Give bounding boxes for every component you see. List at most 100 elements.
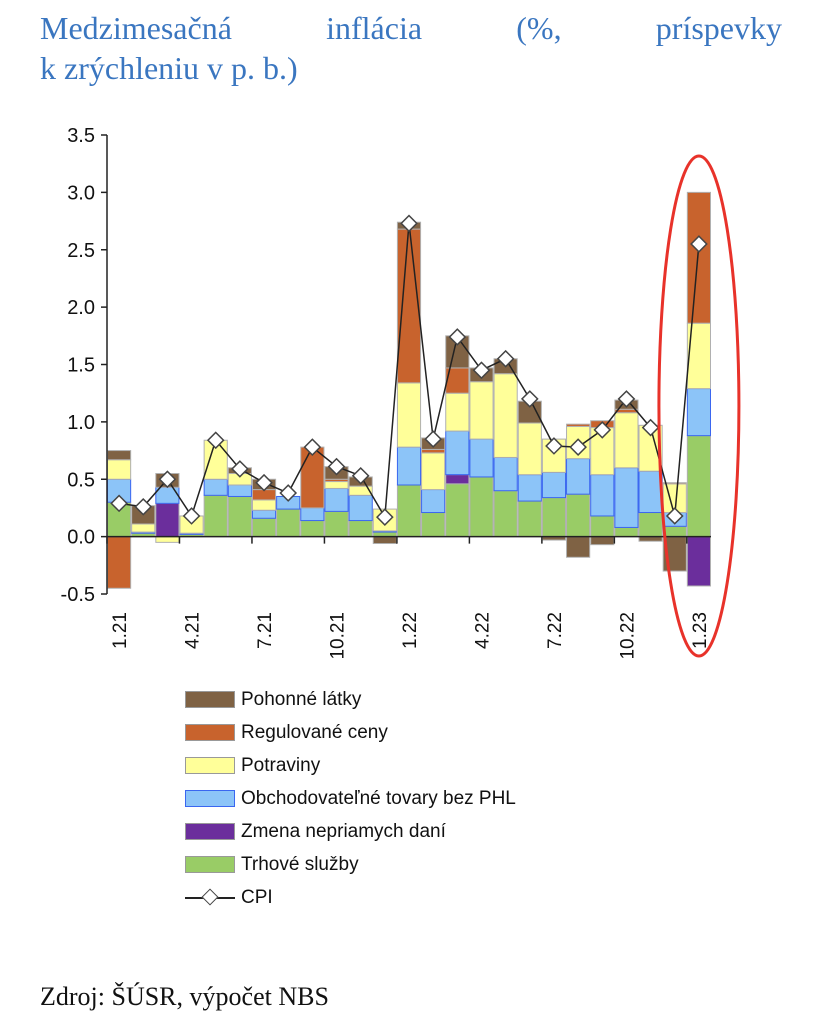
- bar-segment-obchodovate-n-tovary-bez-phl-8.22: [566, 458, 591, 495]
- bar-segment-regulovan-ceny-1.23: [686, 191, 712, 324]
- bar-segment-obchodovate-n-tovary-bez-phl-10.21: [324, 487, 349, 512]
- bar-segment-trhov-slu-by-4.22: [469, 476, 494, 538]
- bar-segment-potraviny-1.21: [107, 459, 132, 480]
- bar-segment-obchodovate-n-tovary-bez-phl-5.21: [203, 478, 228, 496]
- bar-segment-pohonn-l-tky-1.21: [107, 450, 132, 461]
- cpi-point-7.21: [255, 473, 273, 492]
- legend-label: Trhové služby: [241, 853, 359, 875]
- bar-segment-obchodovate-n-tovary-bez-phl-4.22: [469, 438, 494, 478]
- bar-segment-trhov-slu-by-9.22: [590, 515, 615, 538]
- legend-swatch: [185, 724, 235, 741]
- legend-label: Regulované ceny: [241, 721, 388, 743]
- cpi-point-1.23: [690, 235, 708, 253]
- bar-segment-regulovan-ceny-1.21: [107, 536, 132, 589]
- legend-item-potraviny: Potraviny: [185, 749, 516, 782]
- bar-segment-potraviny-2.21: [131, 523, 156, 533]
- y-tick-label: 3.0: [67, 182, 95, 204]
- bar-segment-potraviny-10.21: [324, 481, 349, 489]
- bar-segment-trhov-slu-by-11.21: [348, 520, 373, 538]
- bar-segment-regulovan-ceny-1.22: [396, 228, 422, 384]
- cpi-point-1.21: [110, 494, 128, 513]
- bar-segment-regulovan-ceny-9.21: [300, 446, 325, 509]
- bar-segment-zmena-nepriamych-dan--1.23: [686, 536, 712, 587]
- cpi-point-12.21: [376, 508, 394, 526]
- legend-item-obchodovatelne-tovary: Obchodovateľné tovary bez PHL: [185, 782, 516, 815]
- legend-item-regulovane-ceny: Regulované ceny: [185, 716, 516, 749]
- cpi-point-5.21: [206, 431, 225, 450]
- legend-swatch: [185, 790, 235, 807]
- bar-segment-obchodovate-n-tovary-bez-phl-2.22: [421, 489, 446, 514]
- cpi-point-11.22: [641, 418, 660, 437]
- bar-segment-trhov-slu-by-7.21: [251, 517, 277, 538]
- x-tick-label: 7.22: [545, 612, 566, 649]
- x-tick-label: 1.22: [400, 612, 421, 649]
- legend-swatch: [185, 757, 235, 774]
- y-tick-label: 1.5: [67, 355, 95, 377]
- bar-segment-potraviny-1.22: [396, 382, 422, 448]
- bar-segment-obchodovate-n-tovary-bez-phl-10.22: [614, 467, 639, 528]
- y-tick-label: 0.0: [67, 527, 95, 549]
- bar-segment-obchodovate-n-tovary-bez-phl-5.22: [493, 456, 518, 492]
- bar-segment-obchodovate-n-tovary-bez-phl-9.21: [300, 507, 325, 522]
- bar-segment-regulovan-ceny-8.22: [566, 423, 591, 427]
- bar-segment-trhov-slu-by-3.22: [445, 483, 470, 538]
- cpi-point-6.22: [520, 390, 539, 408]
- bar-segment-potraviny-3.22: [445, 392, 470, 432]
- bar-segment-potraviny-3.21: [155, 536, 180, 543]
- bar-segment-zmena-nepriamych-dan--3.21: [155, 502, 180, 538]
- bar-segment-trhov-slu-by-5.22: [493, 490, 518, 538]
- legend-label: Zmena nepriamych daní: [241, 820, 446, 842]
- bar-segment-trhov-slu-by-1.23: [686, 435, 712, 538]
- bar-segment-obchodovate-n-tovary-bez-phl-11.22: [638, 470, 663, 514]
- bar-segment-pohonn-l-tky-8.22: [566, 536, 591, 558]
- bar-segment-obchodovate-n-tovary-bez-phl-3.21: [155, 486, 180, 504]
- bar-segment-regulovan-ceny-12.22: [662, 482, 687, 485]
- bar-segment-trhov-slu-by-1.22: [396, 484, 422, 538]
- legend-swatch: [185, 823, 235, 840]
- cpi-point-9.21: [303, 438, 322, 456]
- bar-segment-potraviny-10.22: [614, 412, 639, 469]
- bar-segment-potraviny-6.22: [517, 422, 542, 476]
- source-note: Zdroj: ŠÚSR, výpočet NBS: [40, 982, 329, 1011]
- chart-title: Medzimesačná inflácia (%, príspevky k zr…: [40, 8, 782, 88]
- bar-segment-trhov-slu-by-8.21: [276, 508, 301, 538]
- bar-segment-potraviny-7.21: [251, 499, 277, 511]
- bar-segment-trhov-slu-by-8.22: [566, 493, 591, 538]
- bar-segment-trhov-slu-by-10.21: [324, 510, 349, 538]
- legend-item-pohonne-latky: Pohonné látky: [185, 683, 516, 716]
- highlight-ellipse: [657, 154, 741, 658]
- x-tick-label: 7.21: [255, 612, 276, 649]
- legend-swatch: [185, 691, 235, 708]
- y-tick-label: 2.0: [67, 297, 95, 319]
- bar-segment-obchodovate-n-tovary-bez-phl-1.22: [396, 446, 422, 486]
- cpi-point-4.22: [472, 361, 491, 380]
- bar-segment-obchodovate-n-tovary-bez-phl-1.23: [686, 388, 712, 437]
- legend: Pohonné látky Regulované ceny Potraviny …: [185, 683, 516, 914]
- cpi-point-3.22: [448, 328, 467, 346]
- legend-label: Pohonné látky: [241, 688, 362, 710]
- legend-label: CPI: [241, 886, 273, 908]
- cpi-point-6.21: [231, 460, 249, 478]
- legend-item-zmena-nepriamych-dani: Zmena nepriamych daní: [185, 815, 516, 848]
- cpi-point-1.22: [400, 214, 418, 233]
- bar-segment-obchodovate-n-tovary-bez-phl-7.22: [541, 471, 567, 499]
- x-tick-label: 1.21: [110, 612, 131, 649]
- bar-segment-obchodovate-n-tovary-bez-phl-7.21: [251, 509, 277, 519]
- title-line-2: k zrýchleniu v p. b.): [40, 50, 298, 86]
- x-tick-label: 1.23: [690, 612, 711, 649]
- bar-segment-trhov-slu-by-10.22: [614, 526, 639, 538]
- y-tick-label: 0.5: [67, 469, 95, 491]
- bar-segment-obchodovate-n-tovary-bez-phl-6.21: [227, 484, 252, 497]
- cpi-point-4.21: [182, 507, 201, 525]
- bar-segment-trhov-slu-by-7.22: [541, 497, 567, 538]
- cpi-point-2.21: [134, 497, 153, 516]
- y-tick-label: 2.5: [67, 240, 95, 262]
- legend-swatch: [185, 856, 235, 873]
- legend-line-marker: [185, 889, 235, 906]
- bar-segment-trhov-slu-by-11.22: [638, 512, 663, 538]
- bar-segment-pohonn-l-tky-9.22: [590, 536, 615, 546]
- title-line-1: Medzimesačná inflácia (%, príspevky: [40, 10, 782, 46]
- legend-label: Potraviny: [241, 754, 321, 776]
- y-tick-label: 3.5: [67, 125, 95, 147]
- cpi-point-8.22: [569, 438, 587, 456]
